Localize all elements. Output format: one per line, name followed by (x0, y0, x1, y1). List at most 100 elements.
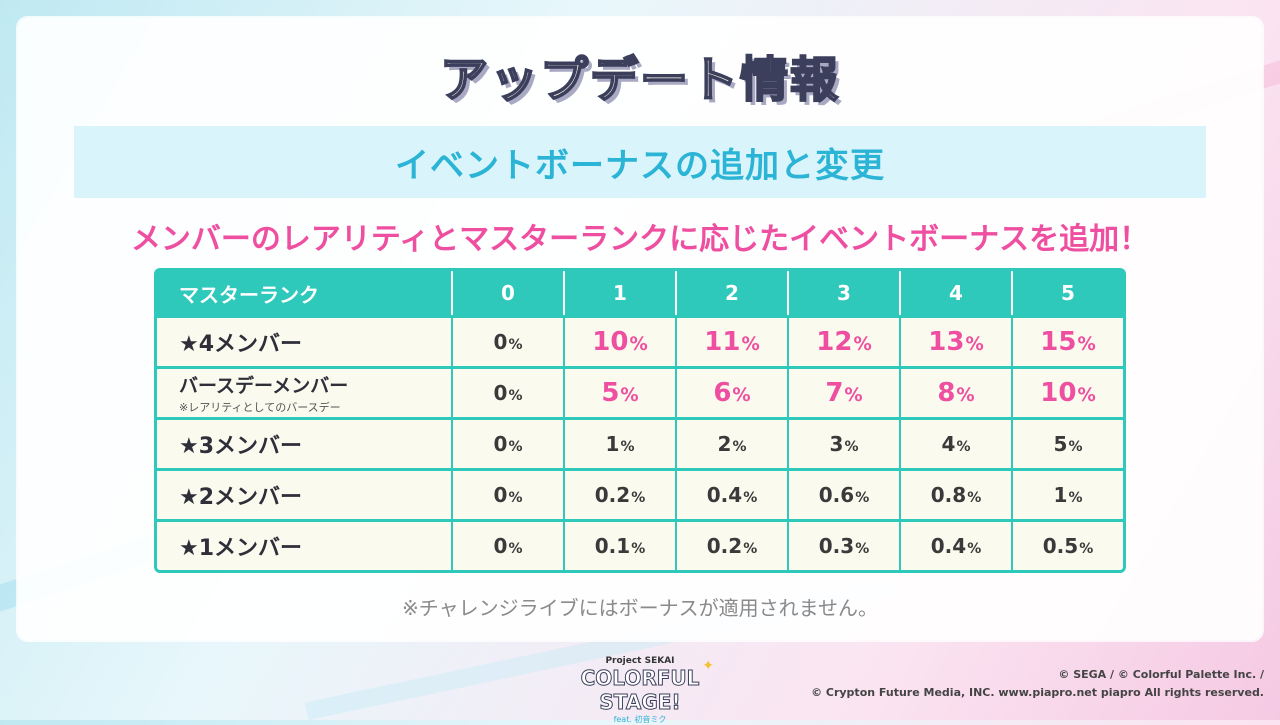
bonus-cell: 15% (1013, 315, 1123, 366)
bonus-cell: 0.2% (677, 519, 789, 570)
header-rank: 4 (901, 271, 1013, 315)
bonus-value: 0.8 (930, 483, 967, 507)
copyright: © SEGA / © Colorful Palette Inc. / © Cry… (811, 666, 1264, 702)
bonus-cell: 3% (789, 417, 901, 468)
percent-unit: % (1068, 439, 1083, 455)
bonus-value: 2 (717, 432, 732, 456)
bonus-value: 1 (1053, 483, 1068, 507)
section-banner-text: イベントボーナスの追加と変更 (395, 145, 885, 186)
bonus-cell: 12% (789, 315, 901, 366)
percent-unit: % (620, 439, 635, 455)
row-label-text: ★1メンバー (179, 536, 303, 561)
table-row: ★4メンバー 0% 10% 11% 12% 13% 15% (157, 315, 1123, 366)
bonus-value: 0 (493, 483, 508, 507)
bonus-value: 0.5 (1042, 534, 1079, 558)
bonus-value: 0 (493, 534, 508, 558)
sparkle-icon: ✦ (702, 658, 714, 674)
header-rank: 0 (453, 271, 565, 315)
bonus-value: 0.4 (706, 483, 743, 507)
percent-unit: % (855, 541, 870, 557)
percent-unit: % (508, 490, 523, 506)
row-label: ★4メンバー (157, 315, 453, 366)
percent-unit: % (967, 490, 982, 506)
percent-unit: % (844, 439, 859, 455)
header-rank: 5 (1013, 271, 1123, 315)
bonus-cell: 1% (565, 417, 677, 468)
bonus-value: 7 (825, 378, 844, 408)
table-row: ★2メンバー 0% 0.2% 0.4% 0.6% 0.8% 1% (157, 468, 1123, 519)
bonus-cell: 0.5% (1013, 519, 1123, 570)
row-label: ★3メンバー (157, 417, 453, 468)
percent-unit: % (631, 490, 646, 506)
bonus-cell: 0% (453, 468, 565, 519)
row-label-text: ★4メンバー (179, 332, 303, 357)
bonus-value: 0 (493, 432, 508, 456)
percent-unit: % (508, 541, 523, 557)
percent-unit: % (844, 385, 863, 406)
headline: メンバーのレアリティとマスターランクに応じたイベントボーナスを追加！ (130, 222, 1150, 257)
percent-unit: % (965, 334, 984, 355)
bonus-table: マスターランク 0 1 2 3 4 5 ★4メンバー 0% 10% 11% 12% 13%… (154, 268, 1126, 573)
bonus-value: 5 (1053, 432, 1068, 456)
percent-unit: % (732, 385, 751, 406)
bonus-value: 0.1 (594, 534, 631, 558)
bonus-value: 5 (601, 378, 620, 408)
bonus-cell: 0% (453, 366, 565, 417)
bonus-cell: 0.3% (789, 519, 901, 570)
bonus-value: 10 (1040, 378, 1077, 408)
percent-unit: % (631, 541, 646, 557)
bonus-cell: 0.6% (789, 468, 901, 519)
bonus-cell: 0.4% (677, 468, 789, 519)
percent-unit: % (508, 388, 523, 404)
header-rank: 2 (677, 271, 789, 315)
header-corner: マスターランク (157, 271, 453, 315)
bonus-cell: 5% (565, 366, 677, 417)
bonus-value: 1 (605, 432, 620, 456)
copyright-line1: © SEGA / © Colorful Palette Inc. / (1058, 668, 1264, 681)
bonus-cell: 8% (901, 366, 1013, 417)
row-label: ★1メンバー (157, 519, 453, 570)
bonus-value: 6 (713, 378, 732, 408)
copyright-line2: © Crypton Future Media, INC. www.piapro.… (811, 686, 1264, 699)
bonus-cell: 4% (901, 417, 1013, 468)
bonus-cell: 7% (789, 366, 901, 417)
bonus-value: 0.2 (594, 483, 631, 507)
logo-line1: Project SEKAI (605, 656, 675, 666)
bonus-cell: 10% (565, 315, 677, 366)
percent-unit: % (1077, 334, 1096, 355)
percent-unit: % (853, 334, 872, 355)
percent-unit: % (956, 385, 975, 406)
bonus-value: 10 (592, 327, 629, 357)
bonus-value: 0 (493, 381, 508, 405)
bonus-value: 15 (1040, 327, 1077, 357)
row-sublabel: ※レアリティとしてのバースデー (179, 401, 341, 414)
bonus-cell: 11% (677, 315, 789, 366)
bonus-cell: 5% (1013, 417, 1123, 468)
bonus-cell: 10% (1013, 366, 1123, 417)
page-title: アップデート情報 (439, 51, 840, 109)
bonus-cell: 0.1% (565, 519, 677, 570)
header-rank: 1 (565, 271, 677, 315)
bonus-cell: 0.8% (901, 468, 1013, 519)
table-row: バースデーメンバー ※レアリティとしてのバースデー 0% 5% 6% 7% 8% 10% (157, 366, 1123, 417)
game-logo: ✦ Project SEKAI COLORFUL STAGE! feat. 初音… (562, 656, 718, 724)
bonus-value: 11 (704, 327, 741, 357)
bonus-cell: 0% (453, 417, 565, 468)
percent-unit: % (967, 541, 982, 557)
percent-unit: % (732, 439, 747, 455)
bonus-cell: 1% (1013, 468, 1123, 519)
table-header-row: マスターランク 0 1 2 3 4 5 (157, 271, 1123, 315)
percent-unit: % (1077, 385, 1096, 406)
table-row: ★3メンバー 0% 1% 2% 3% 4% 5% (157, 417, 1123, 468)
bonus-cell: 2% (677, 417, 789, 468)
header-rank: 3 (789, 271, 901, 315)
percent-unit: % (855, 490, 870, 506)
bonus-value: 3 (829, 432, 844, 456)
row-label-text: ★3メンバー (179, 434, 303, 459)
section-banner: イベントボーナスの追加と変更 (74, 126, 1206, 198)
row-label: バースデーメンバー ※レアリティとしてのバースデー (157, 366, 453, 417)
bonus-cell: 0% (453, 315, 565, 366)
percent-unit: % (508, 337, 523, 353)
bonus-value: 0 (493, 330, 508, 354)
bonus-cell: 0.4% (901, 519, 1013, 570)
